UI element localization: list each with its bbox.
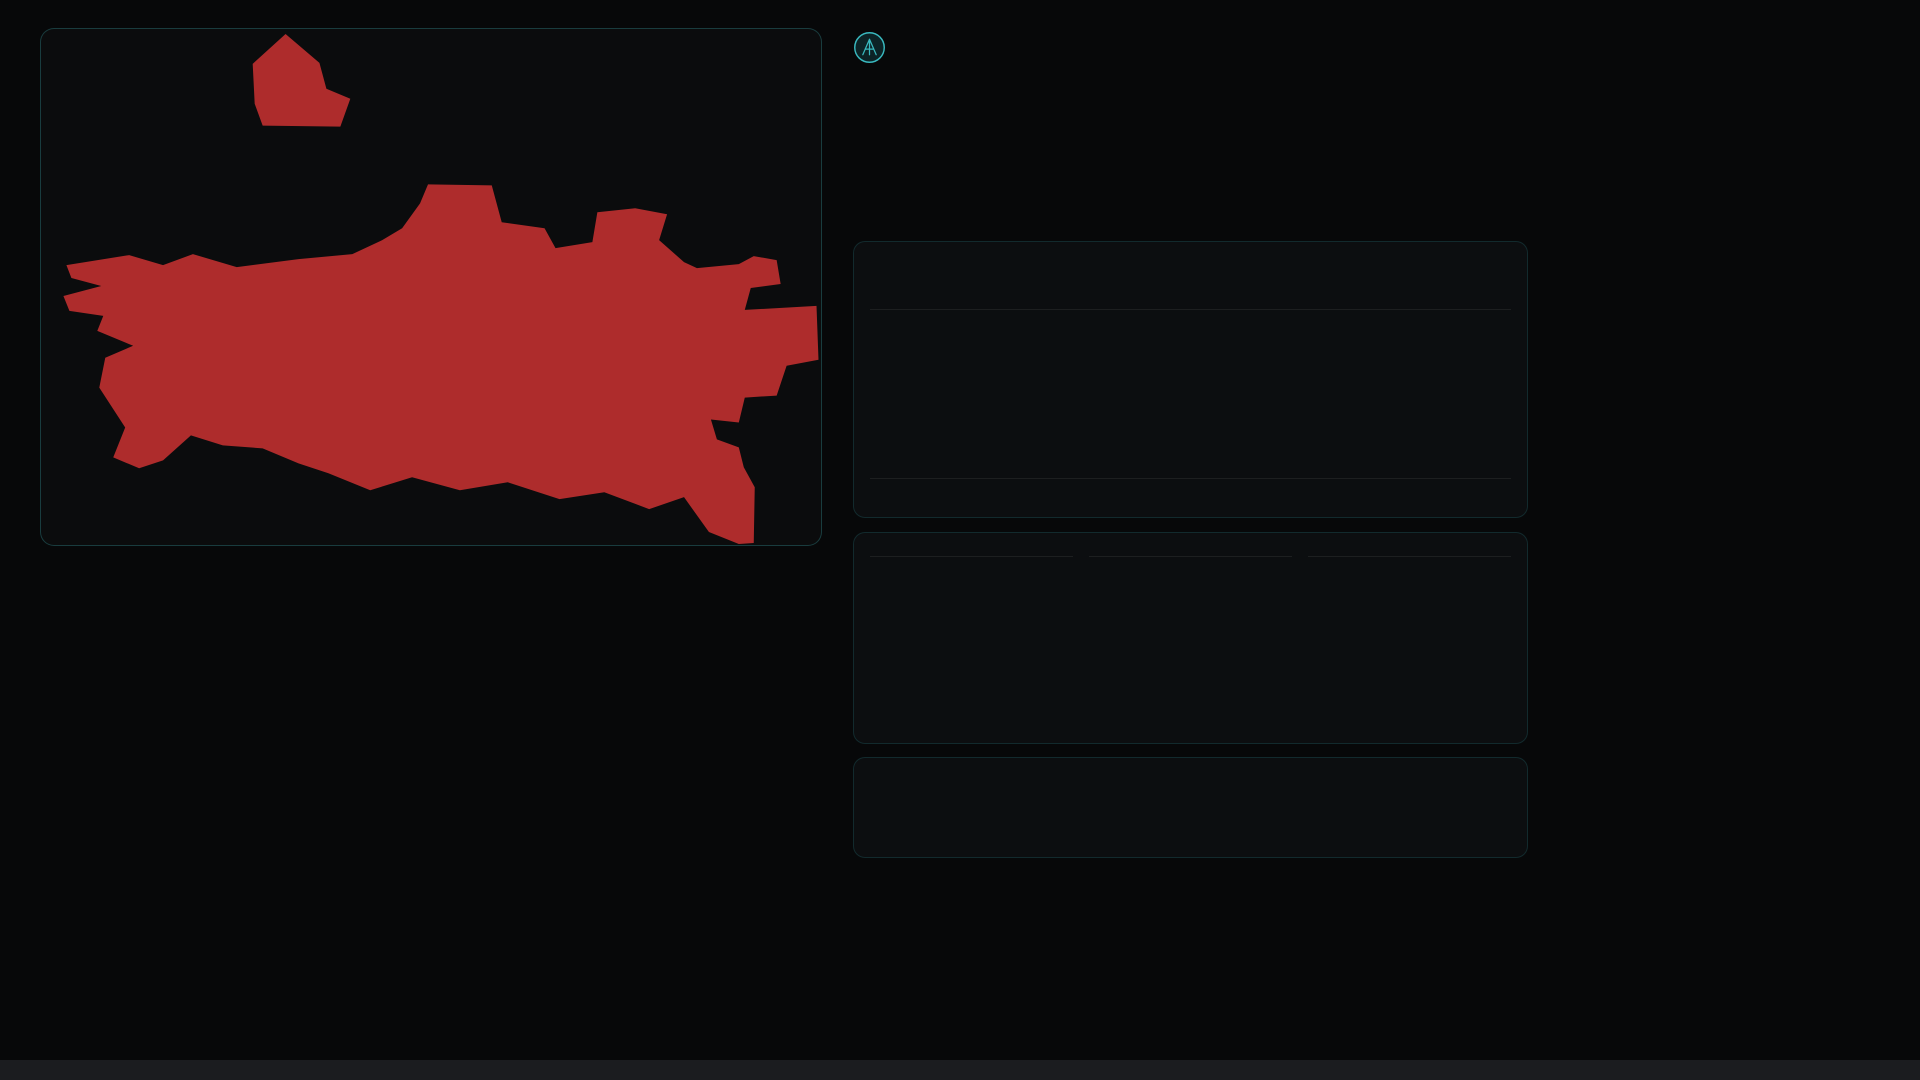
map-polygon-main [63,184,819,545]
vote-card-title [870,256,1511,278]
religion-section [1308,547,1511,729]
presidential-vote-card [853,241,1528,518]
town-boundary-map [63,33,819,545]
vote-table-header [870,286,1511,310]
top-ancestries-section [1089,547,1292,729]
map-polygon-north [252,33,351,127]
race-ethnicity-section [870,547,1073,729]
demographics-card [853,532,1528,744]
race-section-title [870,547,1073,557]
ancestries-empty-text [1089,566,1292,572]
ancestries-section-title [1089,547,1292,557]
net-swing-row [870,478,1511,517]
app-header [853,30,1528,64]
akashic-edge-logo-icon [854,31,885,63]
religion-empty-text [1308,566,1511,572]
economics-card [853,757,1528,858]
town-map-panel [40,28,822,546]
religion-section-title [1308,547,1511,557]
bottom-bar [0,1060,1920,1080]
